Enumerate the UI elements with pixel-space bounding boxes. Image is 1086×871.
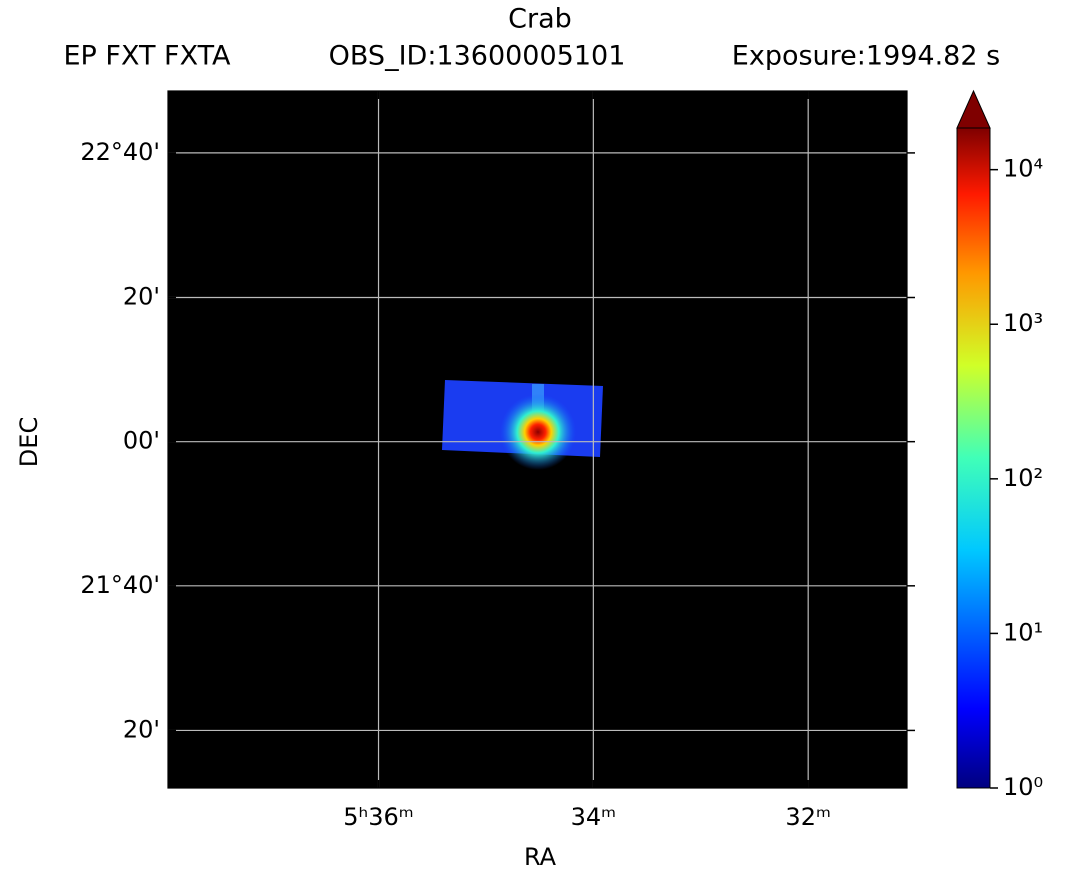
colorbar: [957, 128, 990, 788]
y-tick-label: 20': [123, 283, 160, 311]
y-tick-label: 00': [123, 427, 160, 455]
subtitle: OBS_ID:13600005101: [329, 41, 626, 72]
x-tick-label: 32ᵐ: [785, 803, 831, 831]
colorbar-extend: [957, 91, 990, 128]
subtitle: Exposure:1994.82 s: [732, 41, 1000, 72]
colorbar-tick-label: 10³: [1003, 309, 1043, 337]
source: [500, 394, 576, 470]
y-tick-label: 20': [123, 715, 160, 743]
y-tick-label: 21°40': [80, 571, 160, 599]
x-tick-label: 5ʰ36ᵐ: [343, 803, 413, 831]
x-axis-label: RA: [524, 843, 557, 871]
colorbar-tick-label: 10⁴: [1003, 155, 1043, 183]
chart: Crab EP FXT FXTA OBS_ID:13600005101 Expo…: [0, 0, 1086, 871]
y-tick-label: 22°40': [80, 138, 160, 166]
colorbar-tick-label: 10⁰: [1003, 773, 1043, 801]
chart-title: Crab: [508, 4, 572, 35]
x-tick-label: 34ᵐ: [571, 803, 617, 831]
colorbar-tick-label: 10²: [1003, 464, 1043, 492]
colorbar-tick-label: 10¹: [1003, 618, 1043, 646]
y-axis-label: DEC: [15, 417, 43, 467]
subtitle: EP FXT FXTA: [64, 41, 232, 72]
